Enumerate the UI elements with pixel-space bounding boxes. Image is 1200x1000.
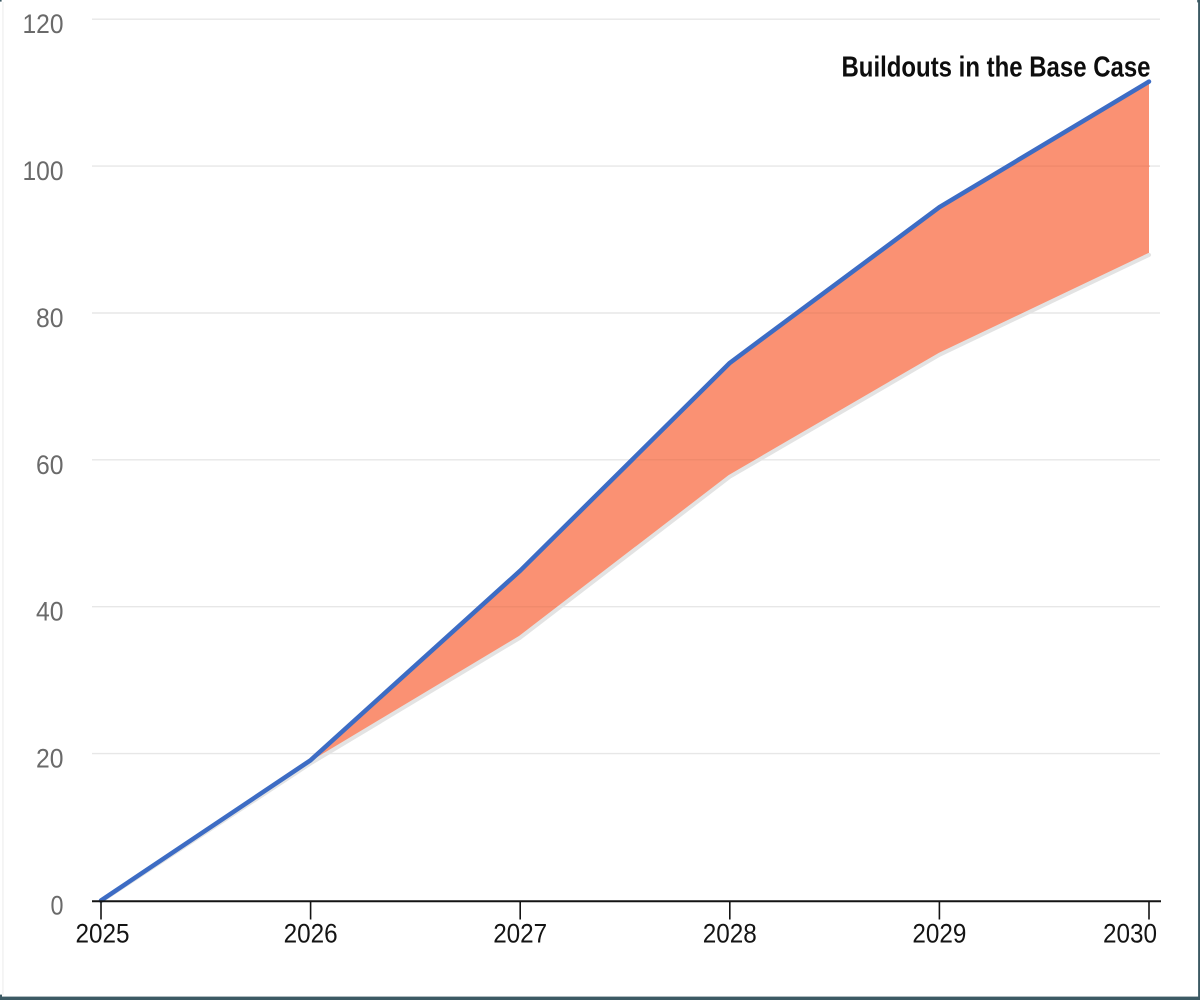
- svg-text:0: 0: [51, 890, 64, 920]
- svg-text:2025: 2025: [76, 918, 130, 948]
- svg-text:2028: 2028: [703, 918, 757, 948]
- svg-text:40: 40: [36, 597, 64, 627]
- svg-text:20: 20: [36, 744, 64, 774]
- svg-text:2030: 2030: [1103, 918, 1157, 948]
- svg-text:2026: 2026: [284, 918, 338, 948]
- svg-text:60: 60: [36, 450, 64, 480]
- svg-text:100: 100: [23, 156, 64, 186]
- svg-text:120: 120: [23, 9, 64, 39]
- svg-text:Buildouts in the Base Case: Buildouts in the Base Case: [842, 51, 1151, 83]
- svg-text:80: 80: [36, 303, 64, 333]
- svg-text:2027: 2027: [493, 918, 547, 948]
- svg-text:2029: 2029: [912, 918, 966, 948]
